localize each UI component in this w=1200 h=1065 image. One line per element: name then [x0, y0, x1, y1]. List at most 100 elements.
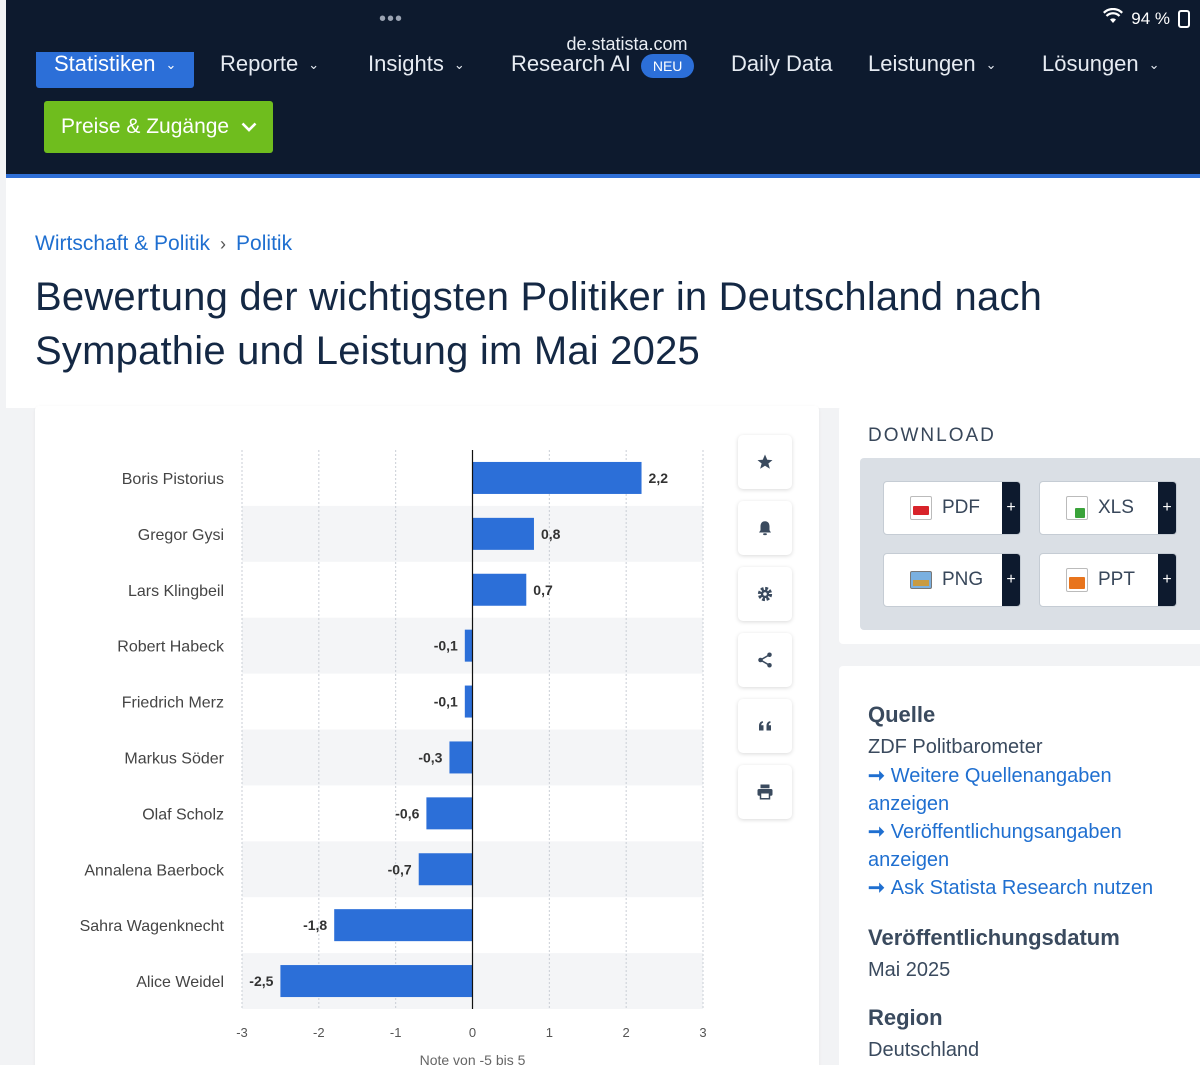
nav-item-leistungen[interactable]: Leistungen ⌄: [868, 52, 997, 77]
x-tick-label: -1: [390, 1025, 402, 1040]
pricing-button[interactable]: Preise & Zugänge: [44, 101, 273, 153]
chevron-down-icon: [241, 122, 257, 132]
nav-item-daily-data[interactable]: Daily Data: [731, 52, 832, 76]
chevron-down-icon: ⌄: [165, 57, 177, 73]
category-label: Gregor Gysi: [138, 527, 224, 544]
category-label: Annalena Baerbock: [84, 862, 225, 879]
gear-icon: [757, 586, 773, 602]
quote-icon: [759, 721, 771, 731]
arrow-right-icon: ➞: [868, 877, 885, 899]
arrow-right-icon: ➞: [868, 821, 885, 843]
nav-item-loesungen[interactable]: Lösungen ⌄: [1042, 52, 1160, 77]
source-heading: Quelle: [868, 702, 936, 727]
x-axis-title: Note von -5 bis 5: [420, 1052, 526, 1065]
plus-icon: +: [1158, 482, 1176, 534]
download-panel: DOWNLOAD PDF + XLS + PNG + PPT +: [839, 406, 1200, 644]
download-ppt-button[interactable]: PPT +: [1039, 553, 1177, 607]
address-bar[interactable]: de.statista.com: [566, 34, 688, 54]
more-source-info-link[interactable]: ➞ Weitere Quellenangaben anzeigen: [868, 762, 1188, 818]
data-label: 0,8: [541, 526, 561, 542]
download-pdf-label: PDF: [942, 497, 980, 518]
settings-button[interactable]: [738, 567, 792, 621]
print-button[interactable]: [738, 765, 792, 819]
nav-label: Lösungen: [1042, 52, 1139, 76]
png-file-icon: [910, 571, 932, 589]
ask-research-link[interactable]: ➞ Ask Statista Research nutzen: [868, 874, 1188, 902]
category-label: Sahra Wagenknecht: [80, 918, 225, 935]
status-bar: 94 %: [1103, 7, 1190, 29]
breadcrumb-link-politik[interactable]: Politik: [236, 232, 293, 255]
main-nav: Statistiken ⌄ Reporte ⌄ Insights ⌄ Research…: [6, 52, 1200, 88]
chevron-down-icon: ⌄: [1148, 57, 1160, 73]
download-png-button[interactable]: PNG +: [883, 553, 1021, 607]
x-tick-label: -2: [313, 1025, 325, 1040]
nav-item-statistiken[interactable]: Statistiken ⌄: [36, 52, 195, 88]
publication-info-link[interactable]: ➞ Veröffentlichungsangaben anzeigen: [868, 818, 1188, 874]
data-label: -2,5: [249, 973, 273, 989]
source-name: ZDF Politbarometer: [868, 736, 1043, 758]
page-content: Wirtschaft & Politik › Politik Bewertung…: [6, 178, 1200, 1065]
nav-item-insights[interactable]: Insights ⌄: [368, 52, 465, 77]
download-options: PDF + XLS + PNG + PPT +: [860, 458, 1200, 630]
download-ppt-label: PPT: [1098, 569, 1135, 590]
notification-button[interactable]: [738, 501, 792, 555]
data-label: -1,8: [303, 917, 327, 933]
bar: [280, 965, 473, 998]
bar: [472, 573, 527, 606]
nav-item-reporte[interactable]: Reporte ⌄: [220, 52, 319, 77]
print-icon: [757, 784, 773, 800]
region-value: Deutschland: [868, 1039, 980, 1061]
publication-date: Mai 2025: [868, 959, 951, 981]
breadcrumb-link-wirtschaft[interactable]: Wirtschaft & Politik: [35, 232, 211, 255]
download-xls-button[interactable]: XLS +: [1039, 481, 1177, 535]
nav-item-research-ai[interactable]: Research AI NEU: [511, 52, 695, 78]
data-label: 0,7: [533, 582, 553, 598]
bar: [464, 629, 473, 662]
breadcrumb: Wirtschaft & Politik › Politik: [35, 232, 292, 256]
region-heading: Region: [868, 1005, 943, 1030]
x-tick-label: 0: [469, 1025, 476, 1040]
download-xls-label: XLS: [1098, 497, 1134, 518]
header-accent-line: [6, 174, 1200, 178]
link-label: Veröffentlichungsangaben anzeigen: [868, 821, 1122, 871]
data-label: -0,7: [388, 861, 412, 877]
bar: [426, 797, 473, 830]
link-label: Weitere Quellenangaben anzeigen: [868, 765, 1112, 815]
browser-menu-dots[interactable]: •••: [379, 8, 404, 30]
nav-label: Insights: [368, 52, 444, 76]
download-pdf-button[interactable]: PDF +: [883, 481, 1021, 535]
plus-icon: +: [1002, 482, 1020, 534]
download-title: DOWNLOAD: [868, 425, 996, 446]
site-header: ••• de.statista.com 94 % Statistiken ⌄ Re…: [6, 0, 1200, 178]
share-button[interactable]: [738, 633, 792, 687]
chevron-down-icon: ⌄: [308, 57, 320, 73]
plus-icon: +: [1002, 554, 1020, 606]
wifi-icon: [1103, 7, 1124, 29]
favorite-button[interactable]: [738, 435, 792, 489]
data-label: -0,6: [395, 805, 419, 821]
data-label: 2,2: [649, 470, 669, 486]
bar: [472, 461, 642, 494]
data-label: -0,1: [434, 638, 458, 654]
category-label: Olaf Scholz: [142, 806, 224, 823]
pricing-label: Preise & Zugänge: [61, 115, 230, 138]
bar: [464, 685, 473, 718]
x-tick-label: 3: [699, 1025, 706, 1040]
category-label: Friedrich Merz: [122, 695, 224, 712]
bar: [472, 517, 534, 550]
title-area: [6, 178, 1200, 408]
data-label: -0,3: [418, 749, 442, 765]
bar: [334, 909, 473, 942]
category-label: Markus Söder: [124, 750, 224, 767]
x-tick-label: 1: [546, 1025, 553, 1040]
nav-label: Research AI: [511, 52, 631, 76]
category-label: Boris Pistorius: [122, 471, 224, 488]
ppt-file-icon: [1066, 568, 1088, 592]
xls-file-icon: [1066, 496, 1088, 520]
cite-button[interactable]: [738, 699, 792, 753]
bar: [418, 853, 473, 886]
arrow-right-icon: ➞: [868, 765, 885, 787]
pdf-file-icon: [910, 496, 932, 520]
chart-card: -3 -2 -1 0 1 2 3 2,2 Boris Pistorius 0,8 Gregor Gy…: [35, 406, 819, 1065]
nav-label: Daily Data: [731, 52, 833, 76]
